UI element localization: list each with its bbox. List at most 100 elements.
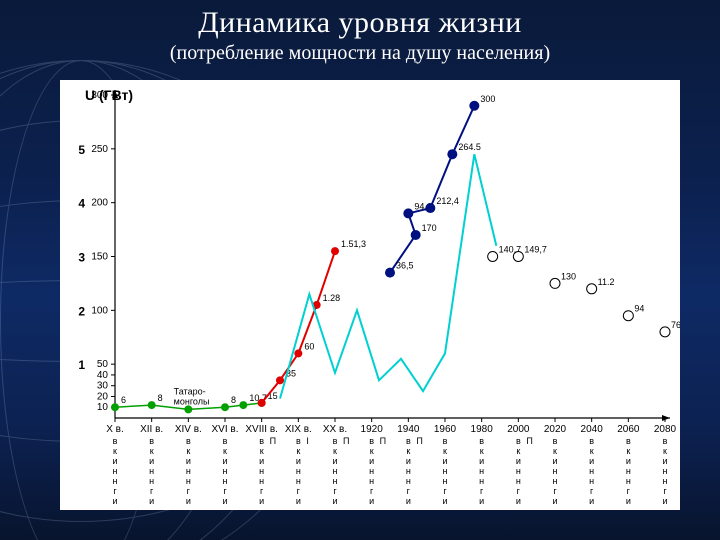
x-subcolumn: и <box>369 496 374 506</box>
x-subcolumn: н <box>516 476 521 486</box>
y-tick-label: 30 <box>97 381 109 392</box>
point-label-navy: 300 <box>480 94 495 104</box>
marker-green <box>148 401 156 409</box>
y-bold-tick: 2 <box>78 304 85 318</box>
x-subcolumn-extra: П <box>526 436 532 446</box>
x-subcolumn: и <box>332 456 337 466</box>
x-subcolumn: н <box>149 466 154 476</box>
x-subcolumn: г <box>443 486 447 496</box>
marker-forecast_open <box>587 284 597 294</box>
x-subcolumn: г <box>333 486 337 496</box>
x-subcolumn: н <box>369 476 374 486</box>
annotation-tatar-mongols: Татаро- <box>174 386 206 396</box>
x-subcolumn: в <box>516 436 521 446</box>
title-line1: Динамика уровня жизни <box>0 6 720 40</box>
x-subcolumn: г <box>663 486 667 496</box>
x-subcolumn: н <box>223 476 228 486</box>
y-bold-tick: 5 <box>78 143 85 157</box>
x-subcolumn: в <box>149 436 154 446</box>
x-subcolumn: н <box>113 466 118 476</box>
x-subcolumn: и <box>222 456 227 466</box>
marker-forecast_open <box>513 252 523 262</box>
point-label-forecast_open: 76 <box>671 320 680 330</box>
x-subcolumn: и <box>149 456 154 466</box>
title-line2: (потребление мощности на душу населения) <box>0 42 720 65</box>
x-tick-label: XII в. <box>140 424 163 435</box>
x-subcolumn: к <box>553 446 557 456</box>
x-subcolumn: н <box>369 466 374 476</box>
x-subcolumn: в <box>369 436 374 446</box>
y-tick-label: 50 <box>97 359 109 370</box>
point-label-forecast_open: 11.2 <box>598 277 615 287</box>
marker-navy <box>385 268 395 278</box>
x-subcolumn: и <box>406 496 411 506</box>
x-tick-label: XX в. <box>323 424 347 435</box>
x-subcolumn: к <box>480 446 484 456</box>
x-subcolumn: и <box>516 496 521 506</box>
point-label-forecast_open: 149,7 <box>524 245 547 255</box>
marker-navy <box>403 208 413 218</box>
marker-red <box>294 349 302 357</box>
x-subcolumn: н <box>296 466 301 476</box>
x-subcolumn: г <box>150 486 154 496</box>
marker-navy <box>447 149 457 159</box>
x-subcolumn: к <box>516 446 520 456</box>
x-subcolumn: н <box>589 466 594 476</box>
x-subcolumn: и <box>112 496 117 506</box>
x-subcolumn: в <box>553 436 558 446</box>
marker-red <box>276 376 284 384</box>
x-tick-label: 1920 <box>361 424 384 435</box>
x-subcolumn: в <box>333 436 338 446</box>
y-tick-label: 40 <box>97 370 109 381</box>
x-subcolumn: н <box>553 466 558 476</box>
x-subcolumn: и <box>406 456 411 466</box>
x-subcolumn: в <box>296 436 301 446</box>
x-tick-label: 2020 <box>544 424 567 435</box>
marker-green <box>184 405 192 413</box>
x-tick-label: XIV в. <box>175 424 202 435</box>
x-subcolumn: в <box>589 436 594 446</box>
point-label-forecast_open: 94 <box>634 304 644 314</box>
x-subcolumn: в <box>406 436 411 446</box>
point-label-forecast_open: 130 <box>561 271 576 281</box>
x-subcolumn: и <box>296 456 301 466</box>
point-label-green: 8 <box>231 395 236 405</box>
x-subcolumn: к <box>663 446 667 456</box>
x-subcolumn: н <box>186 466 191 476</box>
x-subcolumn: н <box>259 476 264 486</box>
marker-navy <box>411 230 421 240</box>
x-subcolumn: и <box>662 456 667 466</box>
slide-title: Динамика уровня жизни (потребление мощно… <box>0 6 720 65</box>
x-subcolumn: г <box>370 486 374 496</box>
marker-forecast_open <box>550 278 560 288</box>
x-subcolumn: н <box>553 476 558 486</box>
marker-forecast_open <box>660 327 670 337</box>
x-subcolumn: к <box>370 446 374 456</box>
series-navy <box>390 106 474 273</box>
x-subcolumn: и <box>552 496 557 506</box>
x-subcolumn: г <box>590 486 594 496</box>
point-label-red: 1.51,3 <box>341 239 366 249</box>
x-subcolumn: и <box>662 496 667 506</box>
x-subcolumn: н <box>516 466 521 476</box>
y-bold-tick: 1 <box>78 358 85 372</box>
x-subcolumn: н <box>333 476 338 486</box>
x-subcolumn: г <box>480 486 484 496</box>
x-subcolumn: г <box>260 486 264 496</box>
x-tick-label: XVIII в. <box>245 424 278 435</box>
y-tick-label: 150 <box>91 252 108 263</box>
x-subcolumn: к <box>443 446 447 456</box>
x-subcolumn: н <box>406 466 411 476</box>
y-bold-tick: 3 <box>78 251 85 265</box>
x-subcolumn: к <box>260 446 264 456</box>
x-subcolumn: н <box>406 476 411 486</box>
x-subcolumn: и <box>259 456 264 466</box>
x-subcolumn: н <box>223 466 228 476</box>
x-subcolumn-extra: П <box>380 436 386 446</box>
x-subcolumn: н <box>186 476 191 486</box>
x-subcolumn: и <box>222 496 227 506</box>
x-subcolumn: г <box>407 486 411 496</box>
x-subcolumn: к <box>406 446 410 456</box>
x-subcolumn: к <box>296 446 300 456</box>
x-subcolumn: и <box>149 496 154 506</box>
